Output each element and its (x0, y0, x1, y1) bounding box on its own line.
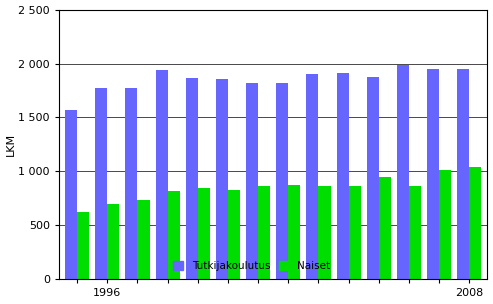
Bar (307, 74, 318, 279)
Bar (95, 88, 107, 279)
Y-axis label: LKM: LKM (5, 133, 16, 156)
Bar (349, 185, 361, 279)
Bar (337, 73, 349, 279)
Bar (228, 190, 240, 279)
Legend: Tutkijakoulutus, Naiset: Tutkijakoulutus, Naiset (170, 258, 334, 274)
Bar (155, 70, 168, 279)
Bar (186, 78, 198, 279)
Bar (198, 188, 210, 279)
Bar (258, 185, 270, 279)
Bar (138, 199, 149, 279)
Bar (288, 185, 300, 279)
Bar (168, 191, 179, 279)
Bar (216, 79, 228, 279)
Bar (107, 204, 119, 279)
Bar (409, 185, 421, 279)
Bar (427, 69, 439, 279)
Bar (379, 177, 391, 279)
Bar (318, 186, 330, 279)
Bar (77, 212, 89, 279)
Bar (276, 84, 288, 279)
Bar (65, 110, 77, 279)
Bar (125, 88, 138, 279)
Bar (439, 171, 451, 279)
Bar (246, 84, 258, 279)
Bar (367, 77, 379, 279)
Bar (469, 167, 481, 279)
Bar (458, 70, 469, 279)
Bar (397, 65, 409, 279)
